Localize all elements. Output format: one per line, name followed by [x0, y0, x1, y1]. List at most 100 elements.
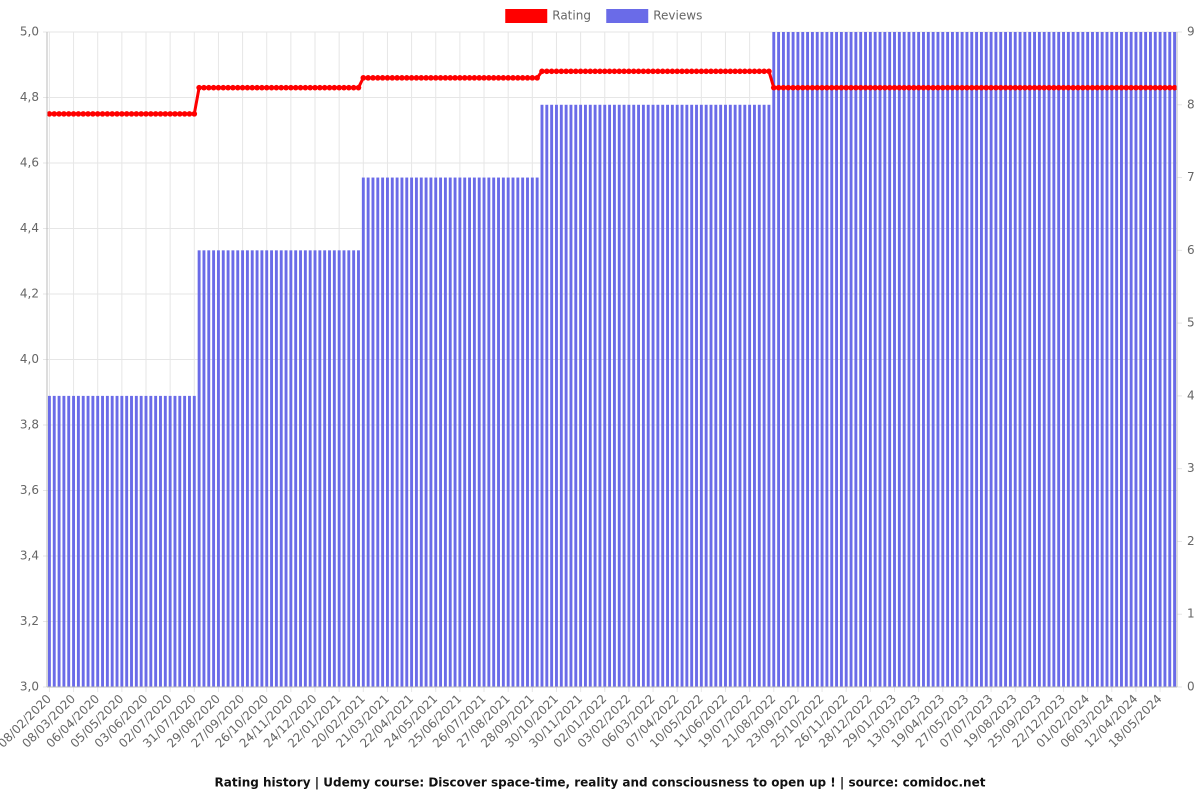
point: [611, 68, 618, 75]
point: [1046, 84, 1052, 91]
bar: [1037, 32, 1041, 687]
point: [85, 111, 91, 117]
bar: [352, 250, 356, 688]
bar: [202, 250, 206, 688]
bar: [1110, 32, 1114, 687]
point: [75, 111, 82, 117]
point: [452, 75, 458, 81]
bar: [931, 32, 935, 687]
bar: [197, 250, 201, 688]
point: [1133, 84, 1139, 91]
point: [577, 68, 584, 75]
point: [1128, 84, 1134, 91]
point: [148, 111, 154, 117]
bar: [535, 177, 539, 688]
point: [592, 68, 598, 75]
bar: [593, 104, 597, 688]
bar: [1168, 32, 1172, 687]
bar: [1004, 32, 1008, 687]
point: [152, 111, 159, 117]
point: [872, 84, 878, 91]
point: [920, 84, 927, 91]
point: [1142, 84, 1149, 91]
bar: [960, 32, 964, 687]
bar: [661, 104, 665, 688]
bar: [1100, 32, 1104, 687]
point: [799, 84, 806, 91]
y-tick-label: 5,0: [20, 25, 39, 39]
bar: [521, 177, 525, 688]
point: [954, 84, 961, 91]
bar: [279, 250, 283, 688]
bar: [255, 250, 259, 688]
bar: [979, 32, 983, 687]
bar: [270, 250, 273, 688]
point: [249, 84, 256, 91]
point: [56, 111, 62, 117]
bar: [709, 104, 713, 688]
point: [853, 84, 859, 91]
point: [495, 75, 502, 81]
bar: [274, 250, 278, 688]
point: [288, 84, 294, 91]
bar: [487, 177, 491, 688]
bar: [569, 104, 573, 688]
point: [770, 84, 777, 91]
y2-tick-label: 6: [1187, 243, 1195, 257]
point: [911, 84, 917, 91]
point: [360, 75, 367, 81]
bar: [955, 32, 959, 687]
bar: [1091, 32, 1094, 687]
point: [370, 75, 376, 81]
point: [843, 84, 850, 91]
bar: [777, 32, 781, 687]
point: [935, 84, 941, 91]
point: [374, 75, 381, 81]
point: [959, 84, 965, 91]
point: [138, 111, 144, 117]
bar: [448, 177, 452, 688]
point: [693, 68, 700, 75]
bar: [67, 395, 71, 687]
point: [220, 84, 227, 91]
y2-tick-label: 9: [1187, 25, 1195, 39]
point: [1147, 84, 1154, 91]
bar: [289, 250, 293, 688]
point: [162, 111, 169, 117]
point: [703, 68, 709, 75]
point: [906, 84, 912, 91]
bar: [1066, 32, 1070, 687]
point: [215, 84, 222, 91]
point: [389, 75, 396, 81]
bar: [390, 177, 394, 688]
bar: [395, 177, 399, 688]
point: [993, 84, 999, 91]
bar: [105, 395, 109, 687]
point: [244, 84, 251, 91]
bar: [868, 32, 872, 687]
point: [399, 75, 405, 81]
point: [795, 84, 801, 91]
bar: [1042, 32, 1046, 687]
bar: [796, 32, 800, 687]
point: [1123, 84, 1130, 91]
point: [1041, 84, 1048, 91]
bar: [753, 104, 756, 688]
y2-tick-label: 5: [1187, 316, 1195, 330]
bar: [588, 104, 592, 688]
bar: [472, 177, 476, 688]
bar: [1095, 32, 1099, 687]
bar: [497, 177, 500, 688]
bar: [917, 32, 921, 687]
point: [645, 68, 652, 75]
bar: [646, 104, 650, 688]
bar: [1057, 32, 1061, 687]
point: [263, 84, 270, 91]
point: [1080, 84, 1086, 91]
point: [234, 84, 241, 91]
bar: [873, 32, 877, 687]
bar: [439, 177, 443, 688]
point: [307, 84, 313, 91]
point: [46, 111, 53, 117]
point: [819, 84, 825, 91]
